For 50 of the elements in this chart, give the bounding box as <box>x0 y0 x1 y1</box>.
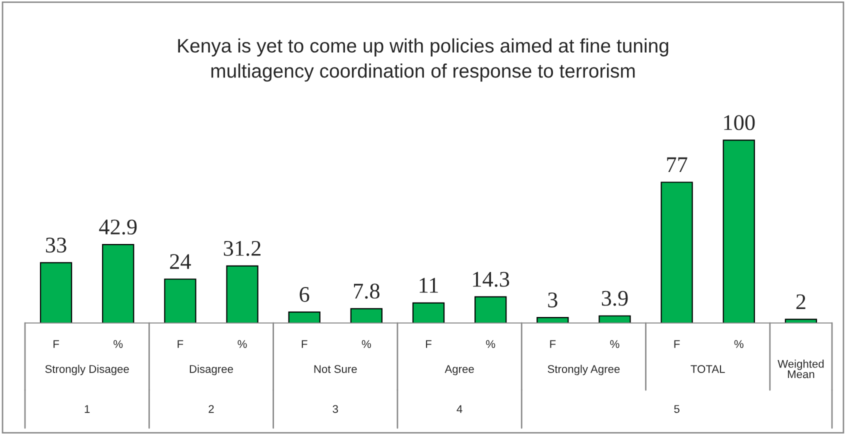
text: Agree <box>444 365 474 376</box>
data-label: 7.8 <box>354 284 380 299</box>
bar <box>536 316 569 323</box>
bar <box>350 308 382 323</box>
bar <box>226 265 258 323</box>
text: 5 <box>674 405 680 413</box>
data-label: 24 <box>170 254 191 269</box>
bar <box>164 278 196 323</box>
data-label: 3 <box>548 292 558 308</box>
x-tick-label: % <box>734 340 744 348</box>
bar <box>660 182 693 323</box>
data-label: 31.2 <box>224 240 260 256</box>
data-label: 42.9 <box>99 220 137 235</box>
bar <box>722 140 755 323</box>
x-tick-label: % <box>238 340 247 348</box>
data-label: 11 <box>420 278 438 293</box>
data-label: 100 <box>724 115 755 130</box>
bar <box>288 311 320 323</box>
text: Disagree <box>190 364 233 376</box>
data-label: 33 <box>46 238 66 253</box>
bar <box>412 302 445 323</box>
x-tick-label: F <box>550 340 556 348</box>
text: Strongly Disagee <box>45 364 129 376</box>
x-tick-label: F <box>54 340 59 348</box>
chart-title: Kenya is yet to come up with policies aimed at fine tuning multiagency coordination of response to terrorism <box>178 38 668 82</box>
data-label: 14.3 <box>473 272 510 287</box>
data-label: 2 <box>796 294 806 310</box>
data-label: 77 <box>667 157 688 172</box>
x-tick-label: F <box>674 340 680 348</box>
text: Strongly Agree <box>548 364 620 376</box>
text: 4 <box>456 405 462 413</box>
text: 1 <box>84 405 90 413</box>
data-label: 3.9 <box>602 290 628 306</box>
text: Weighted Mean <box>778 360 824 378</box>
x-tick-label: F <box>302 340 308 348</box>
x-tick-label: F <box>426 340 432 348</box>
text: 3 <box>332 405 338 413</box>
bar <box>40 262 72 323</box>
data-label: 6 <box>300 287 310 302</box>
bar <box>474 296 507 323</box>
text: 2 <box>208 405 214 413</box>
x-tick-label: % <box>610 340 620 348</box>
x-tick-label: % <box>114 340 123 348</box>
x-tick-label: F <box>178 340 184 348</box>
bar <box>102 244 134 323</box>
x-tick-label: % <box>362 340 371 348</box>
bar <box>598 315 631 323</box>
text: Not Sure <box>314 365 357 373</box>
text: TOTAL <box>690 365 725 373</box>
x-tick-label: % <box>486 340 496 348</box>
